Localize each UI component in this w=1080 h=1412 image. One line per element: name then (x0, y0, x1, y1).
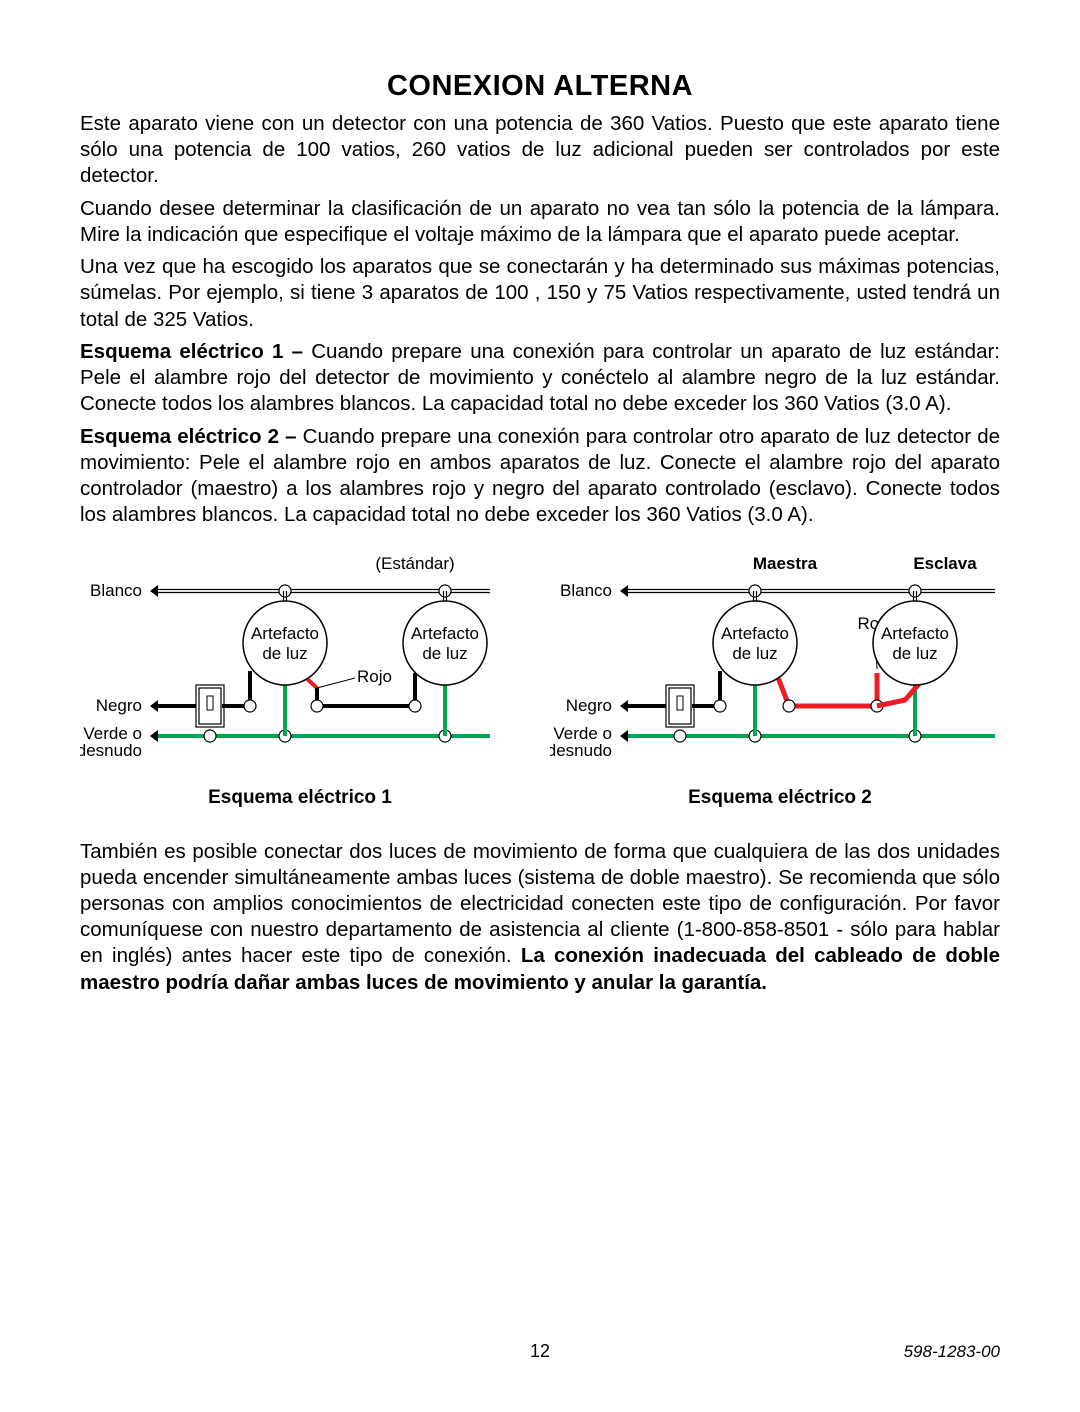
paragraph-esq2: Esquema eléctrico 2 – Cuando prepare una… (80, 424, 1000, 529)
svg-text:desnudo: desnudo (80, 741, 142, 760)
svg-text:Maestra: Maestra (753, 554, 818, 573)
svg-text:desnudo: desnudo (550, 741, 612, 760)
diagrams-row: BlancoNegroVerde odesnudo(Estándar)RojoA… (80, 551, 1000, 809)
page-number: 12 (387, 1341, 694, 1362)
page-footer: 12 598-1283-00 (80, 1341, 1000, 1362)
esq1-lead: Esquema eléctrico 1 – (80, 340, 311, 363)
svg-text:Blanco: Blanco (90, 581, 142, 600)
paragraph-3: Una vez que ha escogido los aparatos que… (80, 254, 1000, 333)
esq2-lead: Esquema eléctrico 2 – (80, 425, 303, 448)
svg-text:Negro: Negro (96, 696, 142, 715)
diagram-1-wrap: BlancoNegroVerde odesnudo(Estándar)RojoA… (80, 551, 520, 809)
paragraph-2: Cuando desee determinar la clasificación… (80, 196, 1000, 248)
svg-text:Artefacto: Artefacto (881, 624, 949, 643)
page-title: CONEXION ALTERNA (80, 70, 1000, 103)
paragraph-after: También es posible conectar dos luces de… (80, 839, 1000, 996)
svg-text:Artefacto: Artefacto (411, 624, 479, 643)
svg-text:de luz: de luz (262, 644, 307, 663)
svg-text:de luz: de luz (422, 644, 467, 663)
svg-text:Esclava: Esclava (913, 554, 977, 573)
svg-text:Negro: Negro (566, 696, 612, 715)
svg-text:Blanco: Blanco (560, 581, 612, 600)
paragraph-1: Este aparato viene con un detector con u… (80, 111, 1000, 190)
svg-text:Rojo: Rojo (357, 667, 392, 686)
wiring-diagram-2: BlancoNegroVerde odesnudoMaestraEsclavaR… (550, 551, 1010, 781)
diagram-1-caption: Esquema eléctrico 1 (208, 787, 392, 809)
svg-text:(Estándar): (Estándar) (375, 554, 454, 573)
paragraph-esq1: Esquema eléctrico 1 – Cuando prepare una… (80, 339, 1000, 418)
document-id: 598-1283-00 (693, 1342, 1000, 1362)
svg-text:de luz: de luz (892, 644, 937, 663)
wiring-diagram-1: BlancoNegroVerde odesnudo(Estándar)RojoA… (80, 551, 520, 781)
diagram-2-caption: Esquema eléctrico 2 (688, 787, 872, 809)
diagram-2-wrap: BlancoNegroVerde odesnudoMaestraEsclavaR… (550, 551, 1010, 809)
svg-text:Artefacto: Artefacto (721, 624, 789, 643)
svg-text:de luz: de luz (732, 644, 777, 663)
svg-text:Artefacto: Artefacto (251, 624, 319, 643)
